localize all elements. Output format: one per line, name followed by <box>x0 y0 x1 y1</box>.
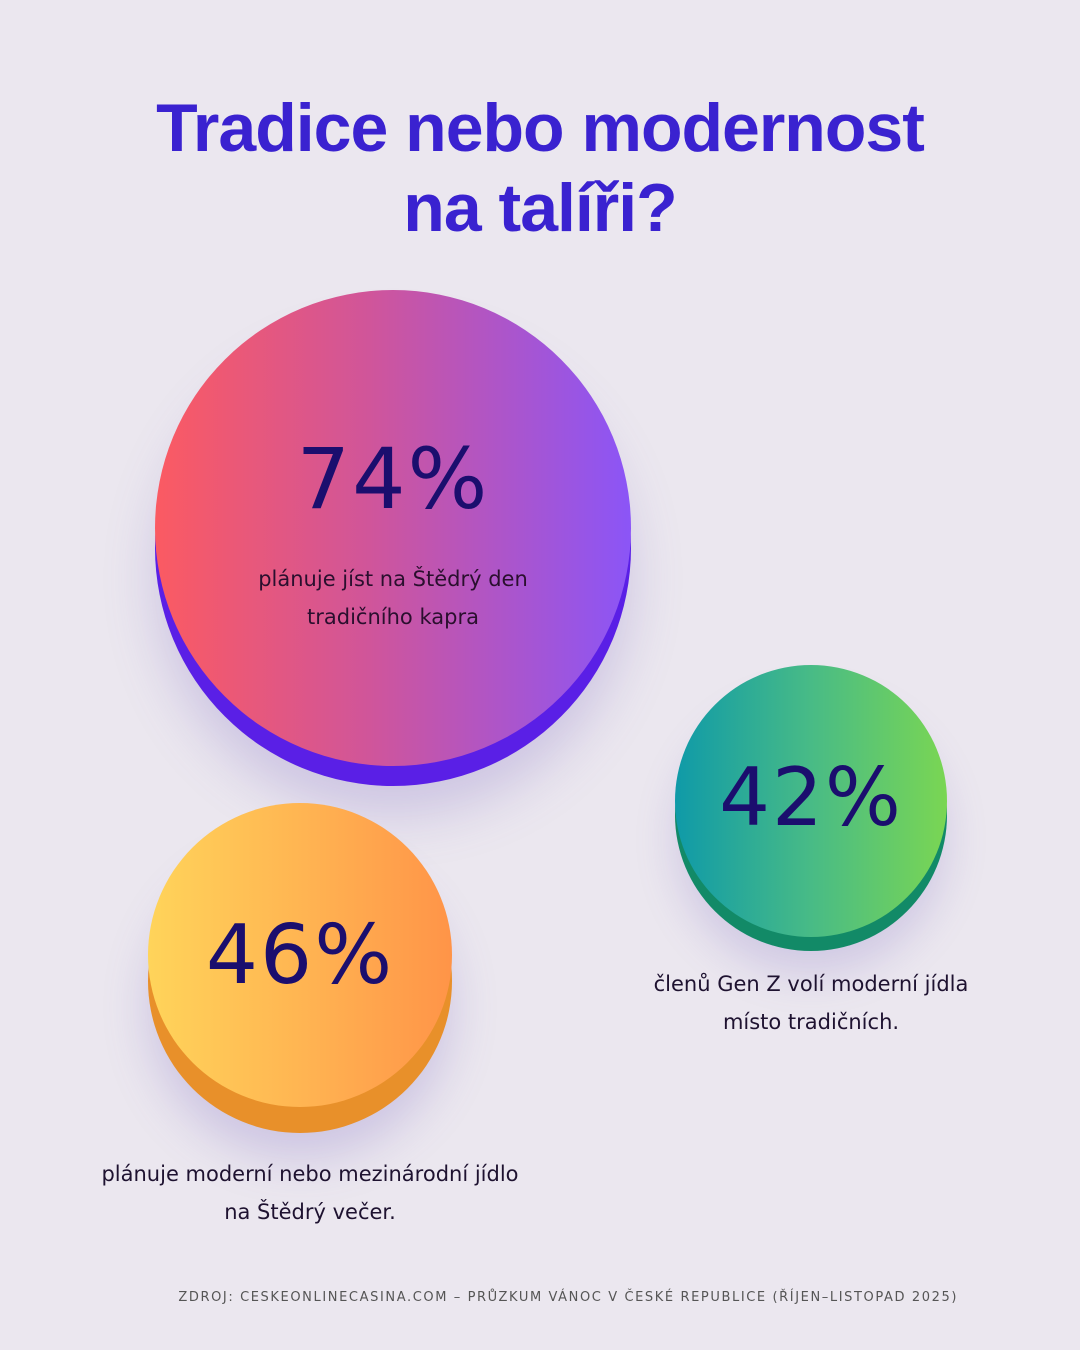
page-title: Tradice nebo modernost na talíři? <box>0 88 1080 248</box>
stat-bubble-42: 42% <box>675 665 947 951</box>
stat-bubble-46: 46% <box>148 803 452 1133</box>
stat-label-42: členů Gen Z volí moderní jídla místo tra… <box>653 972 969 1034</box>
stat-bubble-74: 74% plánuje jíst na Štědrý den tradičníh… <box>155 290 631 786</box>
stat-value: 42% <box>719 751 903 844</box>
title-line-2: na talíři? <box>403 170 677 246</box>
bubble-face <box>675 665 947 937</box>
stat-value: 46% <box>205 908 395 1003</box>
stat-label-46: plánuje moderní nebo mezinárodní jídlo n… <box>101 1162 519 1224</box>
bubble-face <box>155 290 631 766</box>
title-line-1: Tradice nebo modernost <box>156 90 925 166</box>
stat-value: 74% <box>296 430 490 528</box>
stat-label: plánuje jíst na Štědrý den tradičního ka… <box>258 567 528 629</box>
source-note: ZDROJ: CESKEONLINECASINA.COM – PRŮZKUM V… <box>178 1290 958 1305</box>
bubble-face <box>148 803 452 1107</box>
